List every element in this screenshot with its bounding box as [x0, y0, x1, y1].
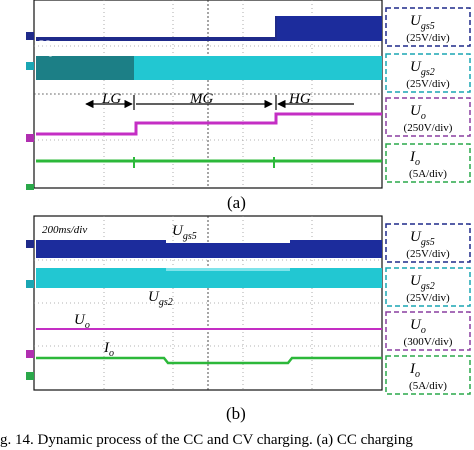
panel-b-ugs5-trace	[36, 240, 382, 258]
panel-a-legend-name-o: Uo	[410, 103, 426, 122]
panel-a-legend: Ugs5(25V/div)Ugs2(25V/div)Uo(250V/div)Io…	[385, 7, 471, 183]
panel-b-legend-box-o	[385, 311, 471, 351]
panel-b-legend-name-o: Uo	[410, 317, 426, 336]
panel-a-timebase: 200ms/div	[42, 15, 87, 27]
panel-a-legend-scale-o: (250V/div)	[404, 122, 453, 134]
panel-a-legend-name-gs5: Ugs5	[410, 13, 435, 32]
panel-a-stage-arrows	[85, 95, 354, 110]
panel-b-legend-name-o: Io	[409, 361, 420, 380]
panel-a-ugs5-trace	[36, 16, 382, 41]
panel-a-legend-box-gs5	[385, 7, 471, 47]
figure-caption: g. 14. Dynamic process of the CC and CV …	[0, 432, 413, 448]
panel-a-channel-markers	[26, 32, 34, 190]
panel-b-channel-markers	[26, 240, 34, 380]
panel-b-legend-scale-gs2: (25V/div)	[406, 292, 450, 304]
panel-a-io-label: Io	[156, 142, 167, 161]
panel-a-legend-scale-gs2: (25V/div)	[406, 78, 450, 90]
panel-a-ugs2-trace	[36, 56, 382, 80]
panel-b-uo-label: Uo	[74, 312, 90, 331]
panel-b-io-trace	[36, 356, 382, 365]
stage-label-mg: MG	[189, 91, 213, 107]
panel-a-ugs5-label: Ugs5	[210, 14, 235, 33]
panel-a-uo-label: Uo	[50, 110, 66, 129]
panel-b-legend-scale-o: (300V/div)	[404, 336, 453, 348]
panel-b-ugs2-trace	[36, 268, 382, 288]
panel-b-timebase: 200ms/div	[42, 224, 87, 236]
panel-a-legend-name-o: Io	[409, 149, 420, 168]
stage-label-hg: HG	[288, 91, 311, 107]
stage-label-lg: LG	[101, 91, 121, 107]
panel-b-legend-name-gs2: Ugs2	[410, 273, 435, 292]
panel-b-legend-box-o	[385, 355, 471, 395]
panel-a-legend-box-o	[385, 97, 471, 137]
panel-a-legend-scale-gs5: (25V/div)	[406, 32, 450, 44]
panel-b-ugs2-label: Ugs2	[148, 289, 173, 308]
panel-a-io-trace	[36, 157, 382, 168]
panel-a-legend-name-gs2: Ugs2	[410, 59, 435, 78]
panel-b-letter: (b)	[226, 404, 246, 423]
panel-b-io-label: Io	[103, 340, 114, 359]
panel-a-ugs2-label: Ugs2	[38, 38, 63, 57]
panel-a-letter: (a)	[227, 193, 246, 212]
panel-b-legend-scale-o: (5A/div)	[409, 380, 447, 392]
panel-b-legend-box-gs2	[385, 267, 471, 307]
panel-a-legend-box-gs2	[385, 53, 471, 93]
panel-b-ugs5-label: Ugs5	[172, 223, 197, 242]
panel-b-legend-name-gs5: Ugs5	[410, 229, 435, 248]
panel-a-legend-scale-o: (5A/div)	[409, 168, 447, 180]
panel-b-legend-scale-gs5: (25V/div)	[406, 248, 450, 260]
panel-a-legend-box-o	[385, 143, 471, 183]
panel-b-legend-box-gs5	[385, 223, 471, 263]
panel-b-legend: Ugs5(25V/div)Ugs2(25V/div)Uo(300V/div)Io…	[385, 223, 471, 395]
panel-a-uo-trace	[36, 112, 382, 136]
